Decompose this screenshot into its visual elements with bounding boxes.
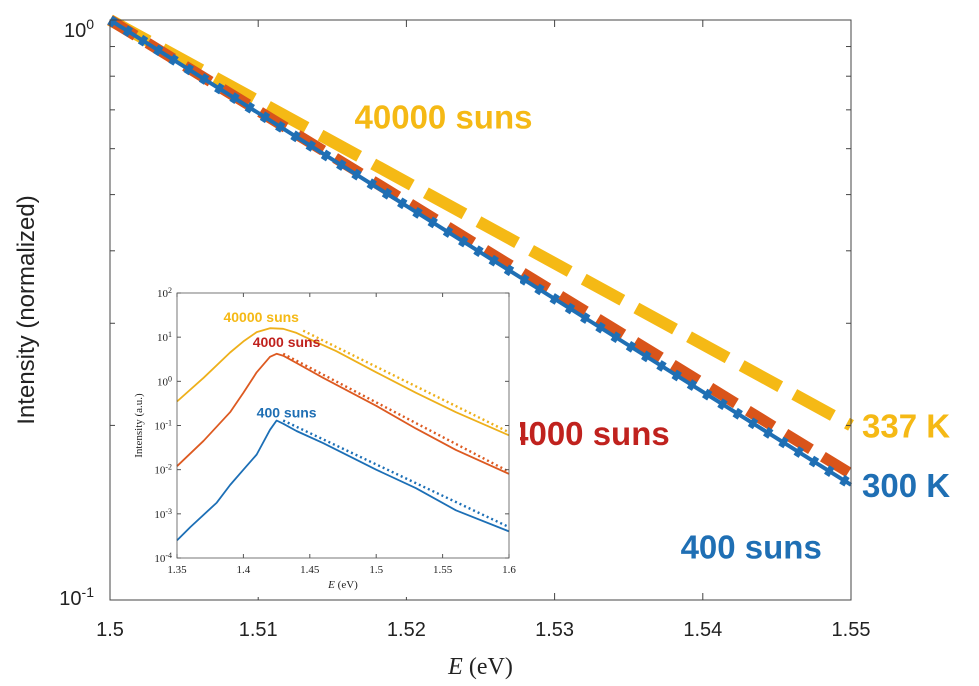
- y-tick-label: 100: [64, 16, 94, 42]
- inset-series-400-suns-fit: [282, 419, 510, 529]
- inset-x-tick-label: 1.5: [369, 564, 383, 576]
- inset-x-tick-label: 1.55: [433, 564, 453, 576]
- x-tick-label: 1.5: [96, 619, 124, 641]
- inset-y-tick-label: 10-3: [154, 507, 172, 521]
- x-axis-title: E (eV): [447, 654, 513, 680]
- inset-y-tick-label: 10-4: [154, 551, 172, 565]
- inset-y-axis-title: Intensity (a.u.): [133, 393, 145, 458]
- inset-series-400-suns: [176, 419, 510, 542]
- x-tick-label: 1.51: [239, 619, 278, 641]
- inset-y-tick-label: 101: [157, 330, 172, 344]
- y-tick-label: 10-1: [59, 584, 94, 610]
- inset-x-tick-label: 1.6: [502, 564, 516, 576]
- inset-y-tick-label: 10-2: [154, 463, 172, 477]
- series-line-40000-suns: [107, 14, 854, 431]
- x-tick-label: 1.54: [683, 619, 722, 641]
- temperature-label: 337 K: [862, 407, 950, 444]
- inset-x-axis-title: E (eV): [327, 579, 358, 591]
- inset-y-tick-label: 100: [157, 374, 172, 388]
- inset-plot: 1.35 1.4 1.45 1.5 1.55 1.6 102 101 100 10-1 10-2 10…: [128, 281, 520, 597]
- annotation-label: 40000 suns: [355, 99, 533, 136]
- inset-annotation-label: 400 suns: [257, 405, 317, 421]
- inset-series-40000-suns: [176, 327, 510, 437]
- inset-x-tick-label: 1.35: [167, 564, 187, 576]
- main-plot: 1.5 1.51 1.52 1.53 1.54 1.55 100 10-1 E (eV) Inte…: [13, 14, 950, 680]
- inset-annotation-label: 40000 suns: [223, 309, 299, 325]
- x-tick-label: 1.55: [832, 619, 871, 641]
- temperature-label: 300 K: [862, 467, 950, 504]
- inset-series-4000-suns: [176, 352, 510, 475]
- inset-background: [128, 281, 520, 597]
- inset-y-tick-label: 10-1: [154, 419, 172, 433]
- series-line-400-suns-markers: [107, 15, 854, 490]
- x-tick-label: 1.52: [387, 619, 426, 641]
- inset-series-40000-suns-fit: [302, 329, 510, 434]
- main-axes-box: [109, 19, 852, 601]
- annotation-label: 4000 suns: [510, 415, 670, 452]
- inset-y-tick-label: 102: [157, 286, 172, 300]
- annotation-label: 400 suns: [681, 528, 822, 565]
- inset-x-tick-label: 1.45: [300, 564, 320, 576]
- inset-annotation-label: 4000 suns: [253, 334, 321, 350]
- y-axis-title: Intensity (normalized): [13, 195, 40, 424]
- x-tick-label: 1.53: [535, 619, 574, 641]
- inset-x-tick-label: 1.4: [237, 564, 251, 576]
